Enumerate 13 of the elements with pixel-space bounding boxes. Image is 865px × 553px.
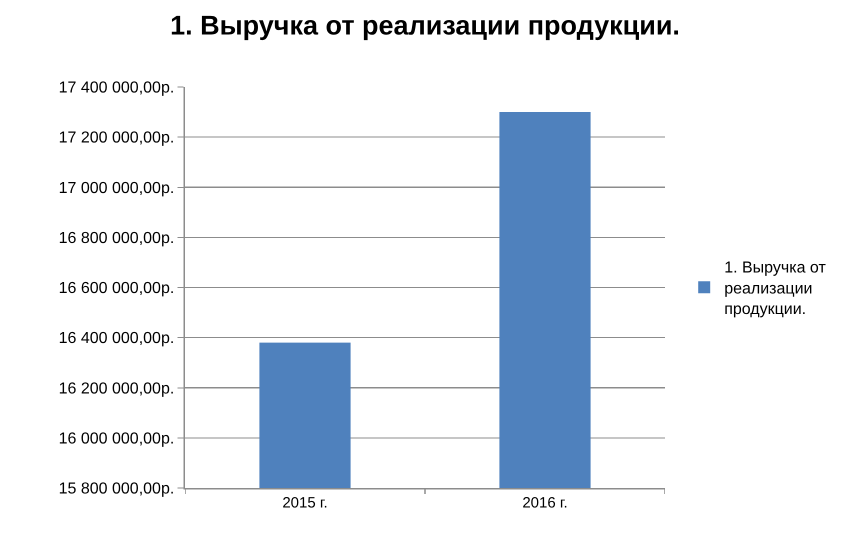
y-tick-label: 16 600 000,00р. [58,280,174,298]
y-tick-label: 16 200 000,00р. [58,380,174,398]
legend-label: 1. Выручка от реализации продукции. [724,260,826,318]
y-tick-label: 15 800 000,00р. [58,480,174,498]
x-tick-label: 2016 г. [522,494,568,512]
y-tick-label: 17 000 000,00р. [58,180,174,197]
y-tick-label: 16 800 000,00р. [58,230,174,247]
y-tick-label: 16 400 000,00р. [58,330,174,348]
y-tick-label: 16 000 000,00р. [58,430,174,448]
y-tick-label: 17 400 000,00р. [58,80,174,97]
chart-title: 1. Выручка от реализации продукции. [170,10,680,40]
y-tick-label: 17 200 000,00р. [58,130,174,147]
x-tick-label: 2015 г. [282,494,328,512]
